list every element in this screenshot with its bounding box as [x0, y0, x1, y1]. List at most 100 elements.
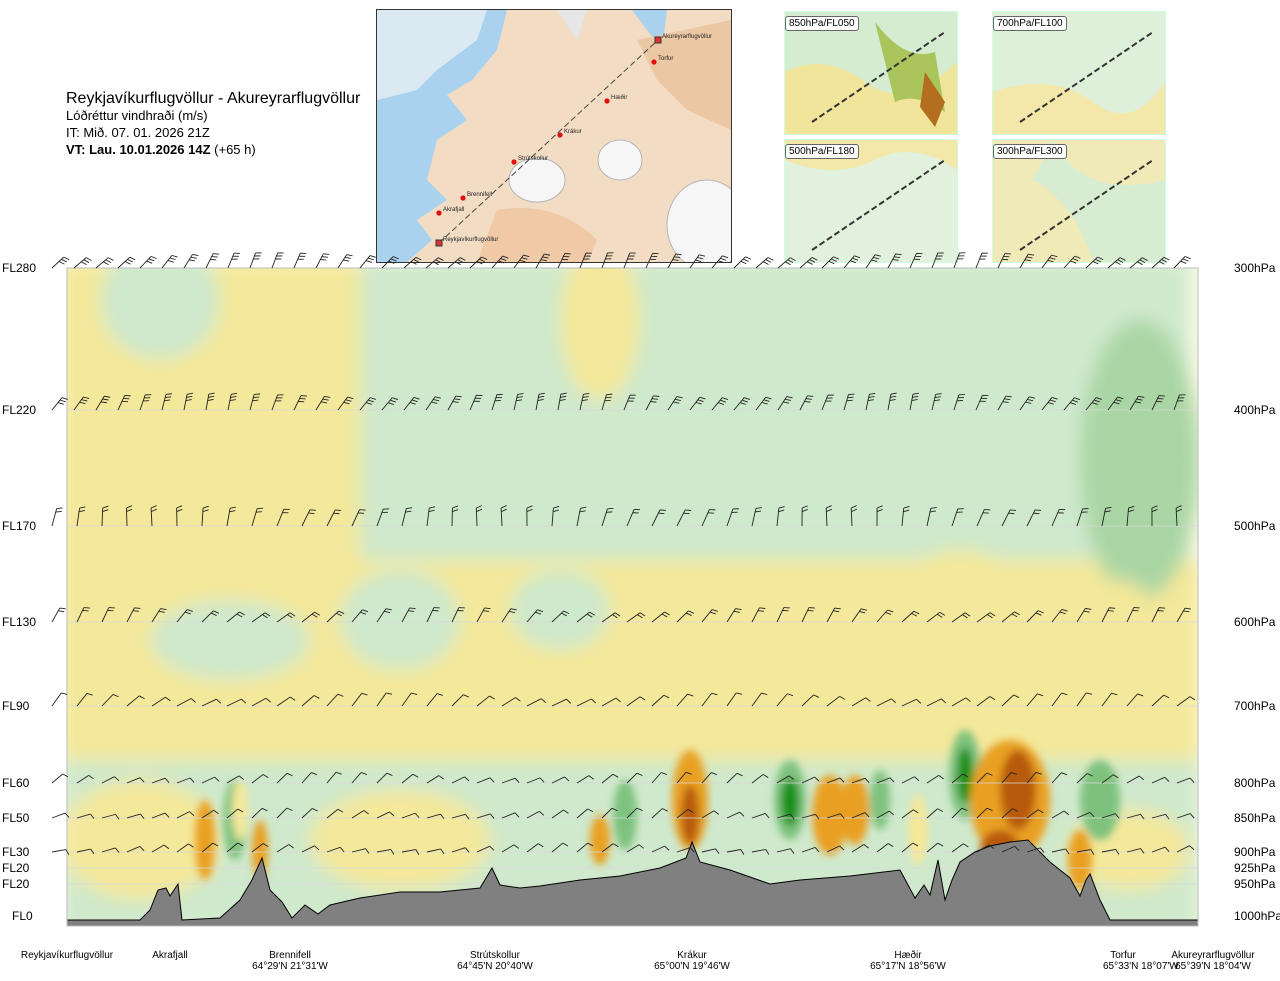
wind-barb-r1-35: [821, 394, 834, 411]
y-tick-right-3: 600hPa: [1234, 615, 1276, 629]
wind-barb-r2-32: [850, 505, 857, 527]
wind-barb-r0-11: [293, 252, 307, 269]
station-label-5: Hæðir 65°17'N 18°56'W: [863, 950, 953, 972]
wind-barb-r0-29: [689, 254, 706, 269]
wind-barb-r6-21: [576, 808, 594, 819]
wind-barb-r7-32: [851, 844, 869, 853]
wind-barb-r4-45: [1176, 696, 1196, 707]
wind-barb-r2-12: [351, 509, 366, 527]
wind-barb-r3-2: [101, 607, 115, 623]
wind-barb-r1-10: [271, 394, 284, 411]
wind-barb-r5-39: [1026, 771, 1042, 784]
map-waypoint-label-6: Akrafjall: [443, 207, 464, 213]
wind-barb-r5-29: [776, 775, 795, 784]
wind-barb-r7-33: [876, 843, 894, 853]
vv-cell-13: [908, 795, 928, 865]
wind-barb-r4-12: [351, 692, 368, 707]
wind-barb-r3-17: [476, 607, 491, 623]
wind-barb-r3-37: [976, 612, 996, 623]
wind-barb-r7-20: [551, 842, 569, 853]
title-block: Reykjavíkurflugvöllur - Akureyrarflugvöl…: [66, 90, 360, 158]
wind-barb-r4-18: [501, 697, 521, 707]
wind-barb-r2-36: [951, 508, 964, 527]
wind-barb-r1-8: [227, 392, 238, 411]
y-tick-left-10: FL0: [12, 909, 33, 923]
station-name-6: Torfur: [1110, 950, 1136, 961]
panel-850: 850hPa/FL050: [784, 11, 958, 135]
panel-700-label: 700hPa/FL100: [993, 16, 1067, 31]
wind-barb-r0-40: [931, 252, 944, 269]
map-airport-marker-7: [435, 239, 443, 247]
wind-barb-r6-9: [276, 807, 293, 819]
wind-barb-r6-20: [551, 809, 569, 819]
wind-barb-r1-3: [117, 395, 131, 411]
wind-barb-r7-11: [326, 846, 345, 853]
wind-barb-r0-39: [909, 252, 923, 269]
wind-barb-r0-27: [645, 252, 659, 269]
wind-barb-r7-10: [301, 845, 320, 853]
wind-barb-r1-13: [337, 396, 354, 411]
map-waypoint-marker-1: [651, 59, 657, 65]
wind-barb-r7-37: [976, 844, 995, 853]
wind-barb-r5-24: [651, 772, 668, 784]
wind-barb-r1-38: [887, 392, 897, 411]
wind-barb-r4-36: [951, 697, 971, 707]
station-coord-5: 65°17'N 18°56'W: [870, 961, 946, 972]
wind-barb-r3-10: [301, 611, 321, 623]
wind-barb-r0-49: [1129, 257, 1148, 269]
wind-barb-r4-29: [776, 693, 794, 707]
wind-barb-r0-36: [843, 255, 861, 269]
wind-barb-r7-22: [601, 843, 619, 853]
wind-barb-r2-10: [301, 509, 316, 527]
wind-barb-r5-13: [376, 772, 393, 784]
wind-barb-r1-50: [1151, 395, 1165, 411]
wind-barb-r1-22: [535, 392, 545, 411]
panel-700-map: [993, 12, 1165, 134]
wind-barb-r5-20: [551, 776, 570, 784]
y-tick-left-3: FL130: [2, 615, 37, 629]
wind-barb-r1-2: [95, 395, 111, 411]
y-tick-left-7: FL30: [2, 845, 30, 859]
wind-barb-r5-17: [476, 777, 495, 784]
wind-barb-r3-4: [151, 608, 167, 623]
wind-barb-r2-41: [1076, 508, 1089, 527]
wind-barb-r4-43: [1126, 693, 1144, 707]
wind-barb-r0-6: [183, 253, 199, 269]
wind-barb-r7-34: [901, 842, 919, 853]
panel-500-label: 500hPa/FL180: [785, 144, 859, 159]
wind-barb-r1-39: [909, 392, 919, 411]
wind-barb-r0-37: [865, 254, 881, 269]
vv-cell-5: [590, 815, 610, 865]
vv-cell-2: [195, 800, 215, 880]
wind-barb-r4-40: [1051, 692, 1068, 707]
vv-cell-9: [781, 778, 799, 826]
field-band-9: [720, 560, 840, 680]
wind-barb-r1-28: [667, 396, 683, 411]
wind-barb-r5-8: [251, 774, 269, 784]
wind-barb-r5-2: [101, 776, 120, 784]
wind-barb-r6-13: [376, 811, 395, 819]
wind-barb-r2-11: [326, 509, 342, 527]
map-waypoint-marker-6: [436, 210, 442, 216]
wind-barb-r6-12: [351, 810, 369, 819]
wind-barb-r5-6: [201, 776, 220, 784]
wind-barb-r1-11: [293, 395, 308, 411]
wind-barb-r2-34: [901, 506, 910, 527]
wind-barb-r1-31: [733, 397, 751, 411]
map-waypoints: Akureyrarflugvöllur Torfur Hæðir Krákur Strú…: [435, 34, 712, 247]
station-label-2: Brennifell 64°29'N 21°31'W: [240, 950, 340, 972]
wind-barb-r3-16: [451, 607, 465, 623]
y-tick-right-0: 300hPa: [1234, 261, 1276, 275]
wind-barb-r2-2: [101, 505, 109, 527]
field-band-7: [340, 570, 460, 670]
wind-barb-r2-14: [401, 507, 413, 527]
wind-barb-r4-1: [76, 693, 93, 707]
route-title: Reykjavíkurflugvöllur - Akureyrarflugvöl…: [66, 90, 361, 107]
wind-barb-r2-4: [150, 505, 157, 527]
wind-barb-r4-32: [851, 697, 871, 707]
wind-barb-r4-37: [976, 696, 996, 707]
wind-barb-r5-21: [576, 775, 594, 784]
field-band-3: [100, 268, 220, 360]
wind-barb-r6-17: [476, 813, 495, 819]
